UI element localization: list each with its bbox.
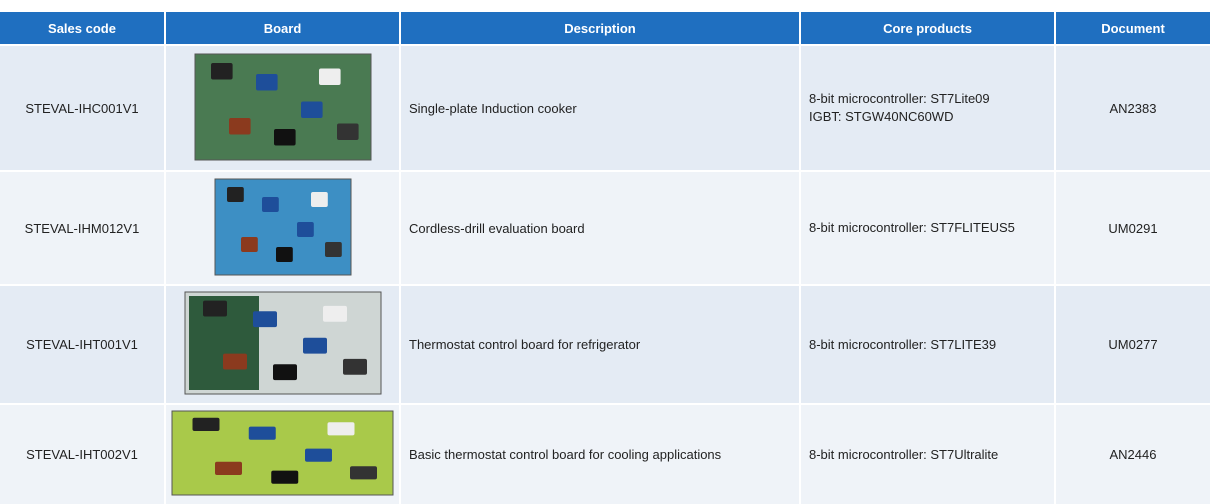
document: UM0277 — [1055, 285, 1210, 404]
document: AN2446 — [1055, 404, 1210, 504]
board-image-cell — [165, 45, 400, 171]
table-row: STEVAL-IHT001V1 Thermostat control board … — [0, 285, 1210, 404]
core-product: 8-bit microcontroller: ST7Ultralite — [809, 446, 1046, 464]
table-row: STEVAL-IHM012V1 Cordless-drill evaluation… — [0, 171, 1210, 285]
core-products: 8-bit microcontroller: ST7LITE39 — [800, 285, 1055, 404]
core-product: 8-bit microcontroller: ST7Lite09 — [809, 90, 1046, 108]
description: Single-plate Induction cooker — [400, 45, 800, 171]
page: Sales codeBoardDescriptionCore productsD… — [0, 0, 1210, 503]
document: UM0291 — [1055, 171, 1210, 285]
board-image — [183, 290, 383, 396]
board-image-cell — [165, 171, 400, 285]
board-image-cell — [165, 404, 400, 504]
core-products: 8-bit microcontroller: ST7Ultralite — [800, 404, 1055, 504]
sales-code: STEVAL-IHC001V1 — [0, 45, 165, 171]
board-image-cell — [165, 285, 400, 404]
column-header: Sales code — [0, 12, 165, 45]
table-row: STEVAL-IHC001V1 Single-plate Induction co… — [0, 45, 1210, 171]
table-row: STEVAL-IHT002V1 Basic thermostat control … — [0, 404, 1210, 504]
column-header: Board — [165, 12, 400, 45]
core-product: IGBT: STGW40NC60WD — [809, 108, 1046, 126]
sales-code: STEVAL-IHT002V1 — [0, 404, 165, 504]
table-body: STEVAL-IHC001V1 Single-plate Induction co… — [0, 45, 1210, 504]
column-header: Document — [1055, 12, 1210, 45]
description: Cordless-drill evaluation board — [400, 171, 800, 285]
core-products: 8-bit microcontroller: ST7FLITEUS5 — [800, 171, 1055, 285]
description: Thermostat control board for refrigerato… — [400, 285, 800, 404]
core-product: 8-bit microcontroller: ST7LITE39 — [809, 336, 1046, 354]
board-image — [170, 409, 395, 497]
description: Basic thermostat control board for cooli… — [400, 404, 800, 504]
board-image — [213, 177, 353, 277]
column-header: Description — [400, 12, 800, 45]
core-product: 8-bit microcontroller: ST7FLITEUS5 — [809, 219, 1046, 237]
board-image — [193, 52, 373, 162]
column-header: Core products — [800, 12, 1055, 45]
sales-code: STEVAL-IHM012V1 — [0, 171, 165, 285]
document: AN2383 — [1055, 45, 1210, 171]
sales-code: STEVAL-IHT001V1 — [0, 285, 165, 404]
